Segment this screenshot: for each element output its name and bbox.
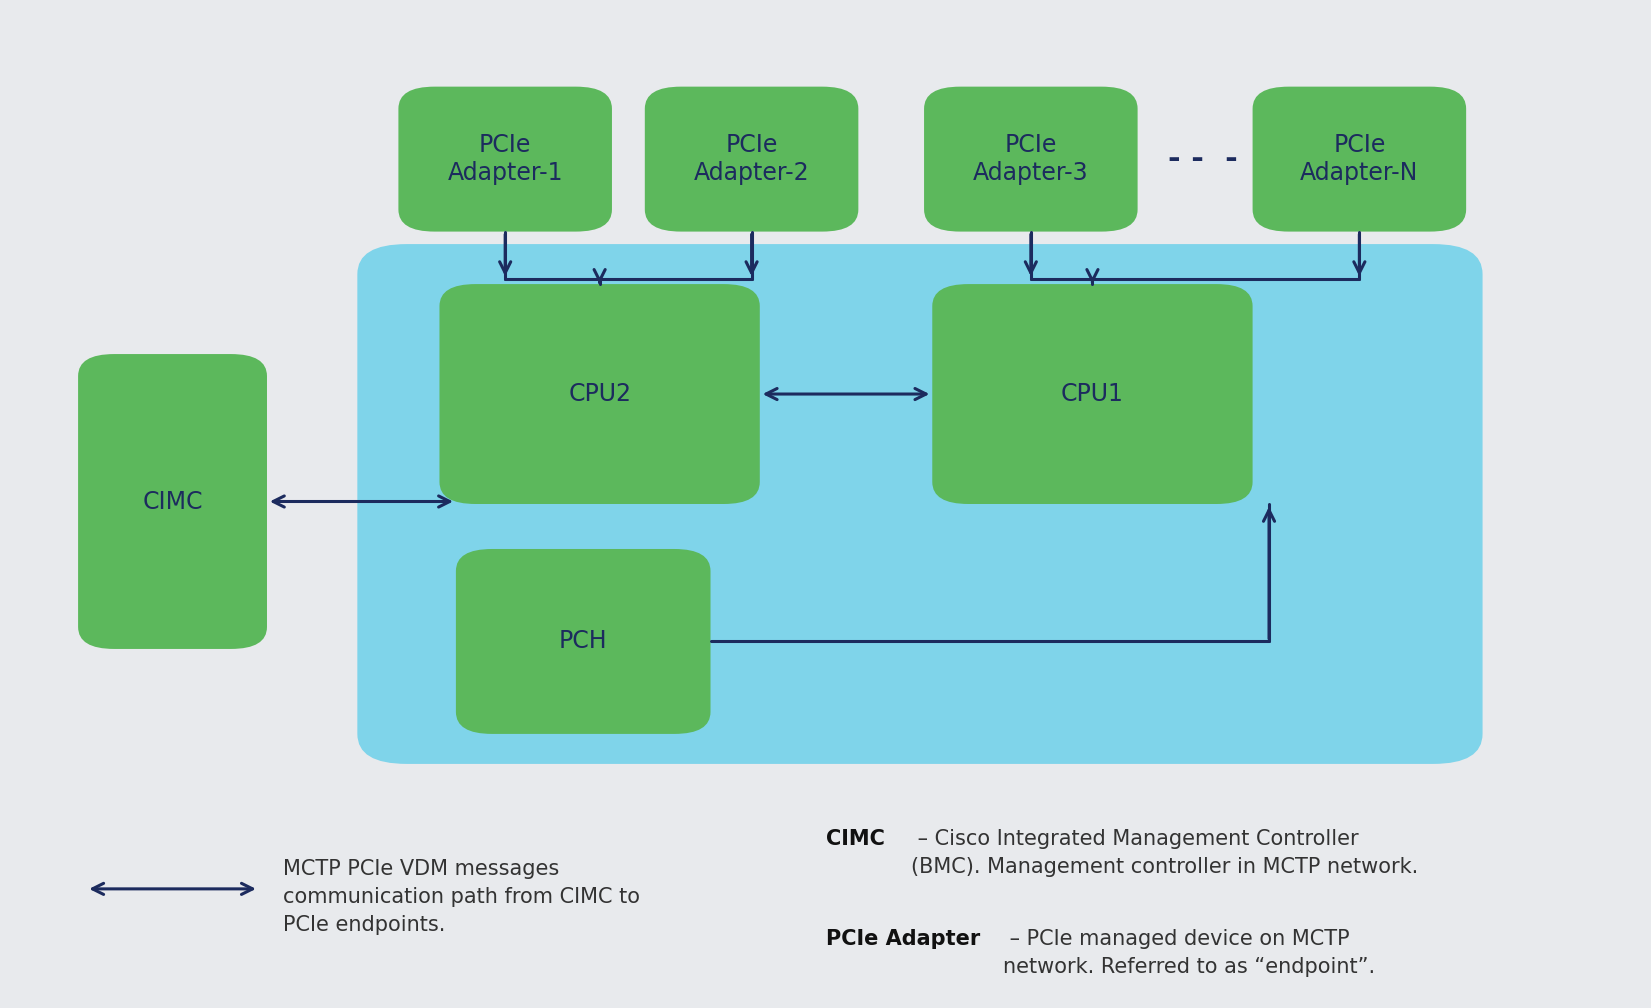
Text: PCIe
Adapter-N: PCIe Adapter-N xyxy=(1301,133,1418,185)
Text: PCIe
Adapter-3: PCIe Adapter-3 xyxy=(972,133,1088,185)
Text: PCIe Adapter: PCIe Adapter xyxy=(826,928,979,949)
FancyBboxPatch shape xyxy=(456,549,710,734)
Text: PCIe
Adapter-2: PCIe Adapter-2 xyxy=(693,133,809,185)
Text: – PCIe managed device on MCTP
network. Referred to as “endpoint”.: – PCIe managed device on MCTP network. R… xyxy=(1002,928,1375,977)
Text: – Cisco Integrated Management Controller
(BMC). Management controller in MCTP ne: – Cisco Integrated Management Controller… xyxy=(911,829,1418,877)
Text: CIMC: CIMC xyxy=(826,829,885,849)
FancyBboxPatch shape xyxy=(78,354,267,649)
Text: PCIe
Adapter-1: PCIe Adapter-1 xyxy=(447,133,563,185)
Text: CIMC: CIMC xyxy=(142,490,203,513)
FancyBboxPatch shape xyxy=(439,284,759,504)
FancyBboxPatch shape xyxy=(933,284,1253,504)
Text: PCH: PCH xyxy=(560,629,608,653)
Text: MCTP PCIe VDM messages
communication path from CIMC to
PCIe endpoints.: MCTP PCIe VDM messages communication pat… xyxy=(284,859,641,934)
FancyBboxPatch shape xyxy=(357,244,1483,764)
Text: - -  -: - - - xyxy=(1169,144,1238,173)
FancyBboxPatch shape xyxy=(646,87,859,232)
Text: CPU2: CPU2 xyxy=(568,382,631,406)
FancyBboxPatch shape xyxy=(925,87,1138,232)
FancyBboxPatch shape xyxy=(1253,87,1466,232)
FancyBboxPatch shape xyxy=(398,87,613,232)
Text: CPU1: CPU1 xyxy=(1062,382,1124,406)
